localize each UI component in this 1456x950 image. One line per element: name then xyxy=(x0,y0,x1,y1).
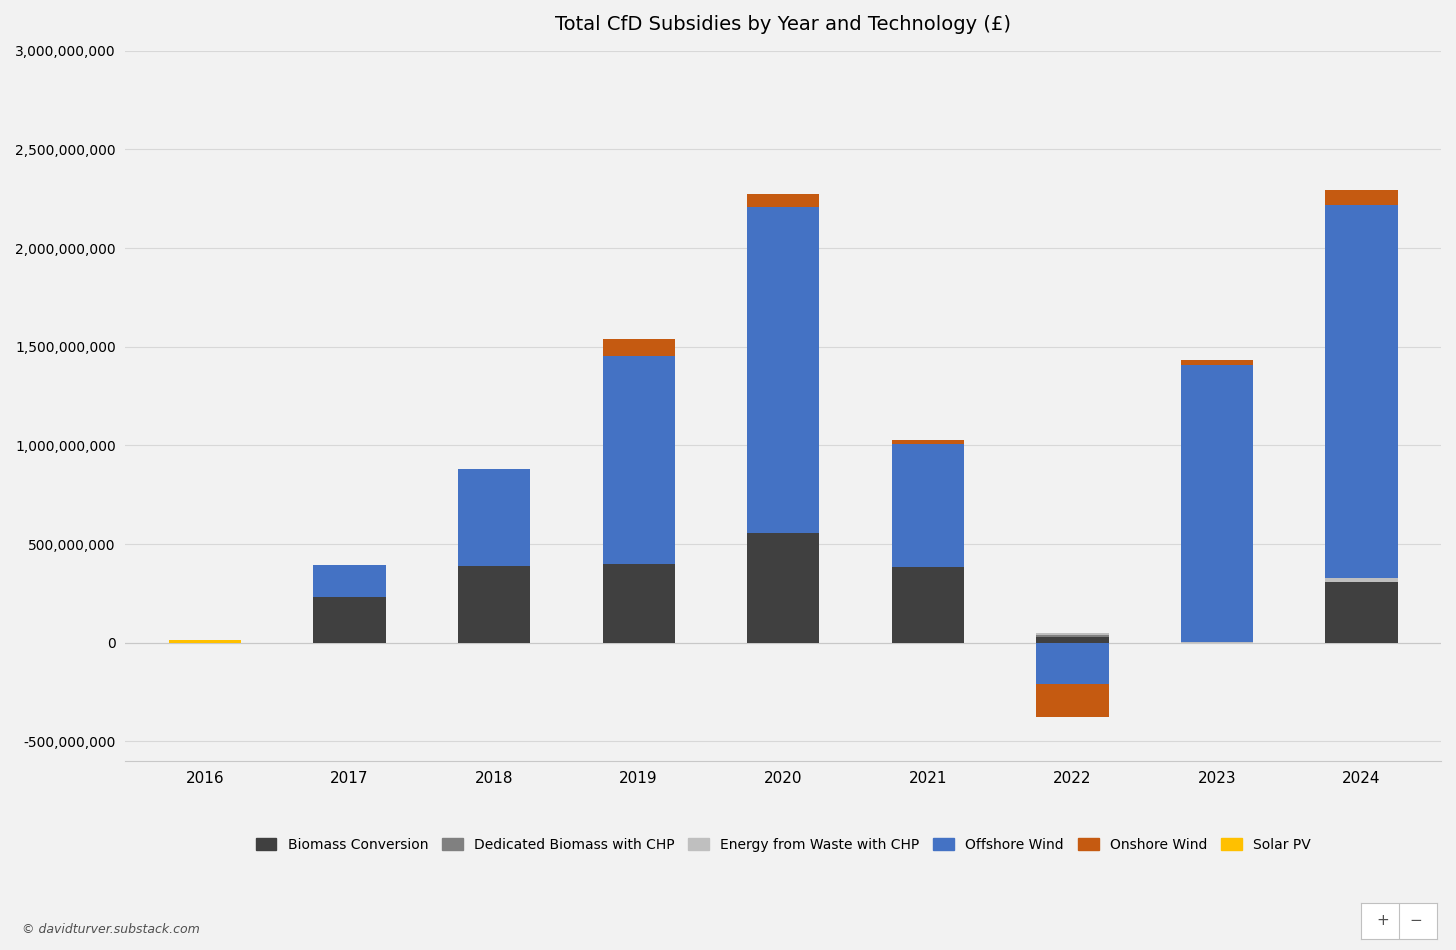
Bar xyxy=(313,598,386,643)
Bar xyxy=(603,563,674,643)
Bar xyxy=(1037,633,1108,635)
Legend: Biomass Conversion, Dedicated Biomass with CHP, Energy from Waste with CHP, Offs: Biomass Conversion, Dedicated Biomass wi… xyxy=(250,832,1316,857)
Bar xyxy=(747,533,820,643)
Bar xyxy=(313,565,386,598)
Title: Total CfD Subsidies by Year and Technology (£): Total CfD Subsidies by Year and Technolo… xyxy=(555,15,1012,34)
Bar xyxy=(1325,190,1398,205)
Bar xyxy=(1181,365,1254,642)
Bar xyxy=(747,194,820,207)
Bar xyxy=(459,469,530,566)
Bar xyxy=(1037,635,1108,636)
Text: © davidturver.substack.com: © davidturver.substack.com xyxy=(22,922,199,936)
Bar xyxy=(603,339,674,355)
Bar xyxy=(459,566,530,643)
Bar xyxy=(891,567,964,643)
Bar xyxy=(747,207,820,533)
Bar xyxy=(1037,636,1108,643)
Bar xyxy=(1037,643,1108,684)
Bar xyxy=(1181,360,1254,365)
Bar xyxy=(1325,578,1398,581)
Text: −: − xyxy=(1409,913,1423,928)
Bar xyxy=(891,441,964,445)
Text: +: + xyxy=(1376,913,1389,928)
Bar xyxy=(1037,684,1108,716)
Bar xyxy=(603,355,674,563)
Bar xyxy=(1325,581,1398,643)
Bar xyxy=(169,639,242,643)
Bar xyxy=(1181,642,1254,643)
Bar xyxy=(1325,205,1398,578)
Bar xyxy=(891,445,964,567)
